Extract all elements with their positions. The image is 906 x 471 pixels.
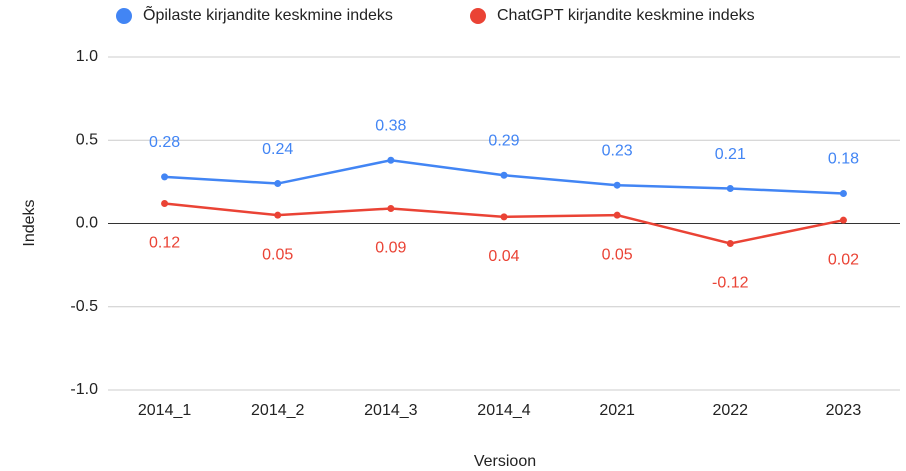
point [161,200,169,208]
point [161,173,169,181]
data-label: 0.02 [828,251,859,268]
data-label: 0.04 [488,248,519,265]
data-label: 0.29 [488,132,519,149]
point [613,181,621,189]
data-label: 0.18 [828,151,859,168]
point [500,213,508,221]
data-label: 0.09 [375,240,406,257]
point [726,239,734,247]
point [387,156,395,164]
legend-label: Õpilaste kirjandite keskmine indeks [143,4,393,24]
y-tick-label: 0.0 [76,215,98,232]
point [839,190,847,198]
x-tick-label: 2023 [826,402,862,419]
y-tick-label: 1.0 [76,48,98,65]
x-tick-label: 2014_1 [138,402,191,419]
y-tick-label: -1.0 [70,381,98,398]
data-label: 0.05 [602,246,633,263]
x-tick-label: 2014_2 [251,402,304,419]
legend-label: ChatGPT kirjandite keskmine indeks [497,7,755,24]
x-tick-label: 2014_3 [364,402,417,419]
data-label: 0.24 [262,141,293,158]
point [613,211,621,219]
point [726,185,734,193]
point [839,216,847,224]
data-label: -0.12 [712,275,749,292]
y-tick-label: -0.5 [70,298,98,315]
point [274,180,282,188]
data-label: 0.21 [715,146,746,163]
data-label: 0.12 [149,235,180,252]
data-label: 0.05 [262,246,293,263]
data-label: 0.28 [149,134,180,151]
y-tick-label: 0.5 [76,131,98,148]
legend-marker [116,8,132,24]
legend-marker [470,8,486,24]
x-tick-label: 2022 [712,402,748,419]
data-label: 0.23 [602,142,633,159]
point [500,171,508,179]
point [274,211,282,219]
x-tick-label: 2014_4 [477,402,530,419]
data-label: 0.38 [375,117,406,134]
y-axis-title: Indeks [21,199,38,246]
point [387,205,395,213]
x-tick-label: 2021 [599,402,635,419]
x-axis-title: Versioon [474,453,536,470]
